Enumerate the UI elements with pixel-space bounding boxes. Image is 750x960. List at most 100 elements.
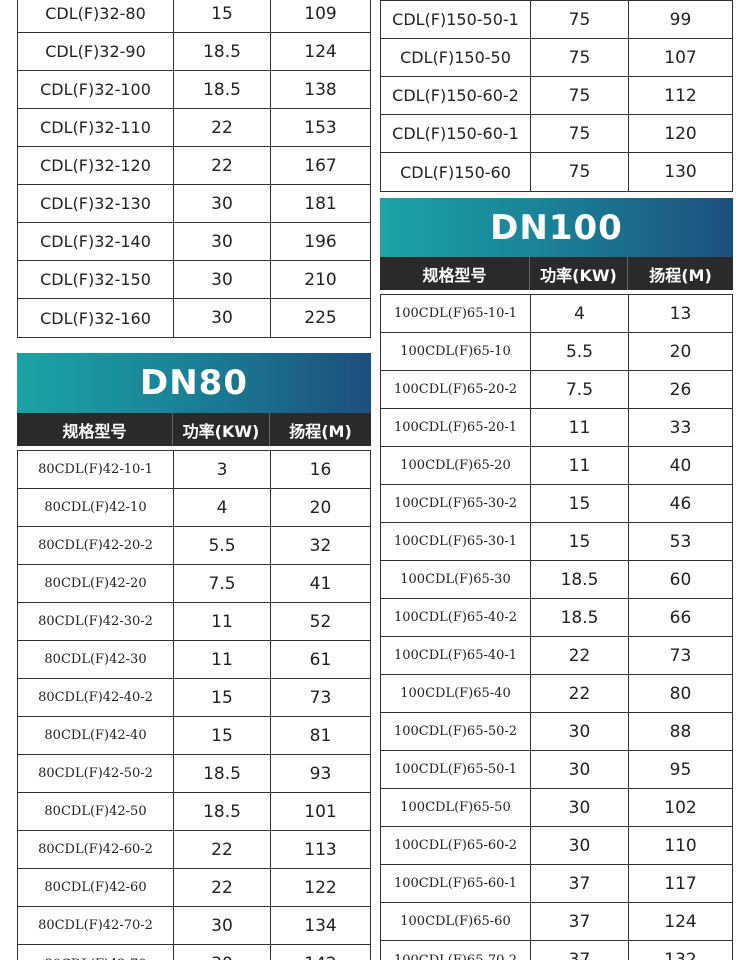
model-cell: 100CDL(F)65-40-1 xyxy=(381,637,531,674)
head-cell: 40 xyxy=(669,455,692,476)
header-cell: 扬程(M) xyxy=(289,421,352,441)
head-cell: 117 xyxy=(664,873,697,894)
head-cell: 81 xyxy=(309,725,332,746)
model-cell: 100CDL(F)65-10 xyxy=(381,333,531,370)
header-cell: 扬程(M) xyxy=(649,265,712,285)
power-cell: 75 xyxy=(531,1,629,38)
table-row: 80CDL(F)42-10-1 3 16 xyxy=(18,451,370,489)
header-cell: 规格型号 xyxy=(380,257,530,290)
power-cell: 18.5 xyxy=(531,561,629,598)
power-cell: 4 xyxy=(531,295,629,332)
table-row: CDL(F)32-160 30 225 xyxy=(18,299,370,337)
model-cell: 100CDL(F)65-50-1 xyxy=(381,751,531,788)
table-row: 100CDL(F)65-60 37 124 xyxy=(381,903,732,941)
model-cell: CDL(F)32-140 xyxy=(18,223,174,260)
model-cell: CDL(F)32-110 xyxy=(18,109,174,146)
head-cell: 102 xyxy=(664,797,697,818)
model-cell: CDL(F)150-60 xyxy=(381,153,531,191)
section-banner: DN100 xyxy=(380,198,733,257)
table-row: 80CDL(F)42-30 11 61 xyxy=(18,641,370,679)
power-cell: 11 xyxy=(531,409,629,446)
spec-table: CDL(F)150-50-1 75 99 CDL(F)150-50 75 107 CDL(F… xyxy=(380,0,733,192)
head-cell: 124 xyxy=(664,911,697,932)
model-cell: CDL(F)150-60-1 xyxy=(381,115,531,152)
head-cell: 107 xyxy=(664,47,697,68)
table-row: CDL(F)32-100 18.5 138 xyxy=(18,71,370,109)
model-cell: CDL(F)150-60-2 xyxy=(381,77,531,114)
model-cell: 80CDL(F)42-60 xyxy=(18,869,174,906)
table-row: 100CDL(F)65-40-2 18.5 66 xyxy=(381,599,732,637)
head-cell: 41 xyxy=(309,573,332,594)
table-row: 80CDL(F)42-7030142 xyxy=(18,945,370,960)
model-cell: 100CDL(F)65-30-2 xyxy=(381,485,531,522)
model-cell: 80CDL(F)42-50 xyxy=(18,793,174,830)
head-cell: 88 xyxy=(669,721,692,742)
head-cell: 95 xyxy=(669,759,692,780)
power-cell: 75 xyxy=(531,153,629,191)
power-cell: 30 xyxy=(531,789,629,826)
table-row: 100CDL(F)65-50 30 102 xyxy=(381,789,732,827)
power-cell: 4 xyxy=(174,489,271,526)
model-cell: 80CDL(F)42-30-2 xyxy=(18,603,174,640)
model-cell: CDL(F)32-160 xyxy=(18,299,174,337)
model-cell: 80CDL(F)42-70-2 xyxy=(18,907,174,944)
power-cell: 15 xyxy=(174,717,271,754)
table-row: 80CDL(F)42-30-2 11 52 xyxy=(18,603,370,641)
power-cell: 11 xyxy=(531,447,629,484)
spec-table: 80CDL(F)42-10-1 3 16 80CDL(F)42-10 4 20 80CDL(… xyxy=(17,450,371,960)
table-row: 100CDL(F)65-50-1 30 95 xyxy=(381,751,732,789)
table-row: 100CDL(F)65-30 18.5 60 xyxy=(381,561,732,599)
table-row: CDL(F)32-130 30 181 xyxy=(18,185,370,223)
head-cell: 20 xyxy=(309,497,332,518)
model-cell: 80CDL(F)42-20 xyxy=(18,565,174,602)
table-row: 80CDL(F)42-70-2 30 134 xyxy=(18,907,370,945)
power-cell: 15 xyxy=(531,485,629,522)
head-cell: 122 xyxy=(304,877,337,898)
table-row: 80CDL(F)42-60-2 22 113 xyxy=(18,831,370,869)
power-cell: 18.5 xyxy=(174,71,271,108)
power-cell: 75 xyxy=(531,115,629,152)
power-cell: 18.5 xyxy=(174,33,271,70)
power-cell: 37 xyxy=(531,903,629,940)
head-cell: 142 xyxy=(271,945,370,960)
head-cell: 80 xyxy=(669,683,692,704)
head-cell: 60 xyxy=(669,569,692,590)
table-row: 80CDL(F)42-50-2 18.5 93 xyxy=(18,755,370,793)
model-cell: 100CDL(F)65-60-1 xyxy=(381,865,531,902)
table-header: 规格型号 功率(KW) 扬程(M) xyxy=(380,257,733,290)
head-cell: 113 xyxy=(304,839,337,860)
power-cell: 30 xyxy=(531,827,629,864)
power-cell: 75 xyxy=(531,39,629,76)
table-row: CDL(F)150-60 75 130 xyxy=(381,153,732,191)
model-cell: CDL(F)32-100 xyxy=(18,71,174,108)
power-cell: 37 xyxy=(531,941,629,960)
power-cell: 5.5 xyxy=(531,333,629,370)
table-row: 100CDL(F)65-20 11 40 xyxy=(381,447,732,485)
model-cell: 100CDL(F)65-10-1 xyxy=(381,295,531,332)
head-cell: 134 xyxy=(304,915,337,936)
model-cell: 80CDL(F)42-60-2 xyxy=(18,831,174,868)
table-header: 规格型号 功率(KW) 扬程(M) xyxy=(17,413,371,446)
model-cell: 100CDL(F)65-20-1 xyxy=(381,409,531,446)
model-cell: 100CDL(F)65-40 xyxy=(381,675,531,712)
head-cell: 225 xyxy=(304,308,337,328)
head-cell: 99 xyxy=(669,9,692,30)
power-cell: 30 xyxy=(531,751,629,788)
table-row: CDL(F)32-150 30 210 xyxy=(18,261,370,299)
table-row: 100CDL(F)65-20-2 7.5 26 xyxy=(381,371,732,409)
table-row: 100CDL(F)65-60-2 30 110 xyxy=(381,827,732,865)
head-cell: 73 xyxy=(669,645,692,666)
power-cell: 18.5 xyxy=(174,755,271,792)
model-cell: CDL(F)32-150 xyxy=(18,261,174,298)
head-cell: 181 xyxy=(304,193,337,214)
model-cell: 100CDL(F)65-30-1 xyxy=(381,523,531,560)
power-cell: 15 xyxy=(174,0,271,32)
table-row: 80CDL(F)42-20-2 5.5 32 xyxy=(18,527,370,565)
model-cell: 100CDL(F)65-50-2 xyxy=(381,713,531,750)
model-cell: 100CDL(F)65-60-2 xyxy=(381,827,531,864)
model-cell: 80CDL(F)42-10 xyxy=(18,489,174,526)
head-cell: 16 xyxy=(309,459,332,480)
table-row: 80CDL(F)42-60 22 122 xyxy=(18,869,370,907)
power-cell: 11 xyxy=(174,603,271,640)
